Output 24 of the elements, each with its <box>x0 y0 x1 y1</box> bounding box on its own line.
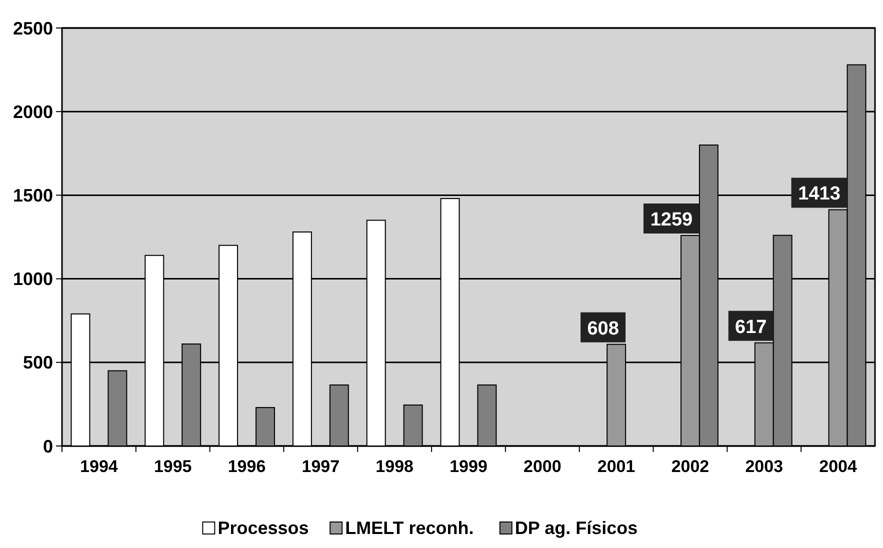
data-label: 608 <box>587 318 619 340</box>
legend-label: LMELT reconh. <box>345 518 474 538</box>
x-tick-label: 1997 <box>302 457 340 476</box>
x-tick-label: 1995 <box>154 457 192 476</box>
x-tick-label: 1996 <box>228 457 266 476</box>
y-tick-label: 2000 <box>12 102 53 122</box>
data-label: 1259 <box>650 209 693 230</box>
x-tick-label: 2003 <box>745 457 784 476</box>
y-tick-label: 0 <box>42 436 53 456</box>
legend-label: DP ag. Físicos <box>514 518 638 538</box>
x-tick-label: 2004 <box>819 457 858 476</box>
x-tick-label: 2000 <box>523 457 562 476</box>
x-tick-label: 1994 <box>80 457 118 476</box>
x-tick-label: 1999 <box>450 457 488 476</box>
legend-label: Processos <box>218 518 309 538</box>
y-tick-label: 1500 <box>12 186 53 206</box>
x-tick-label: 2002 <box>671 457 710 476</box>
data-label: 1413 <box>798 184 840 205</box>
y-tick-label: 500 <box>22 352 53 373</box>
data-label: 617 <box>735 316 767 338</box>
x-tick-label: 2001 <box>597 457 636 476</box>
y-tick-label: 2500 <box>12 18 53 38</box>
x-tick-label: 1998 <box>376 457 414 476</box>
y-tick-label: 1000 <box>12 269 53 290</box>
